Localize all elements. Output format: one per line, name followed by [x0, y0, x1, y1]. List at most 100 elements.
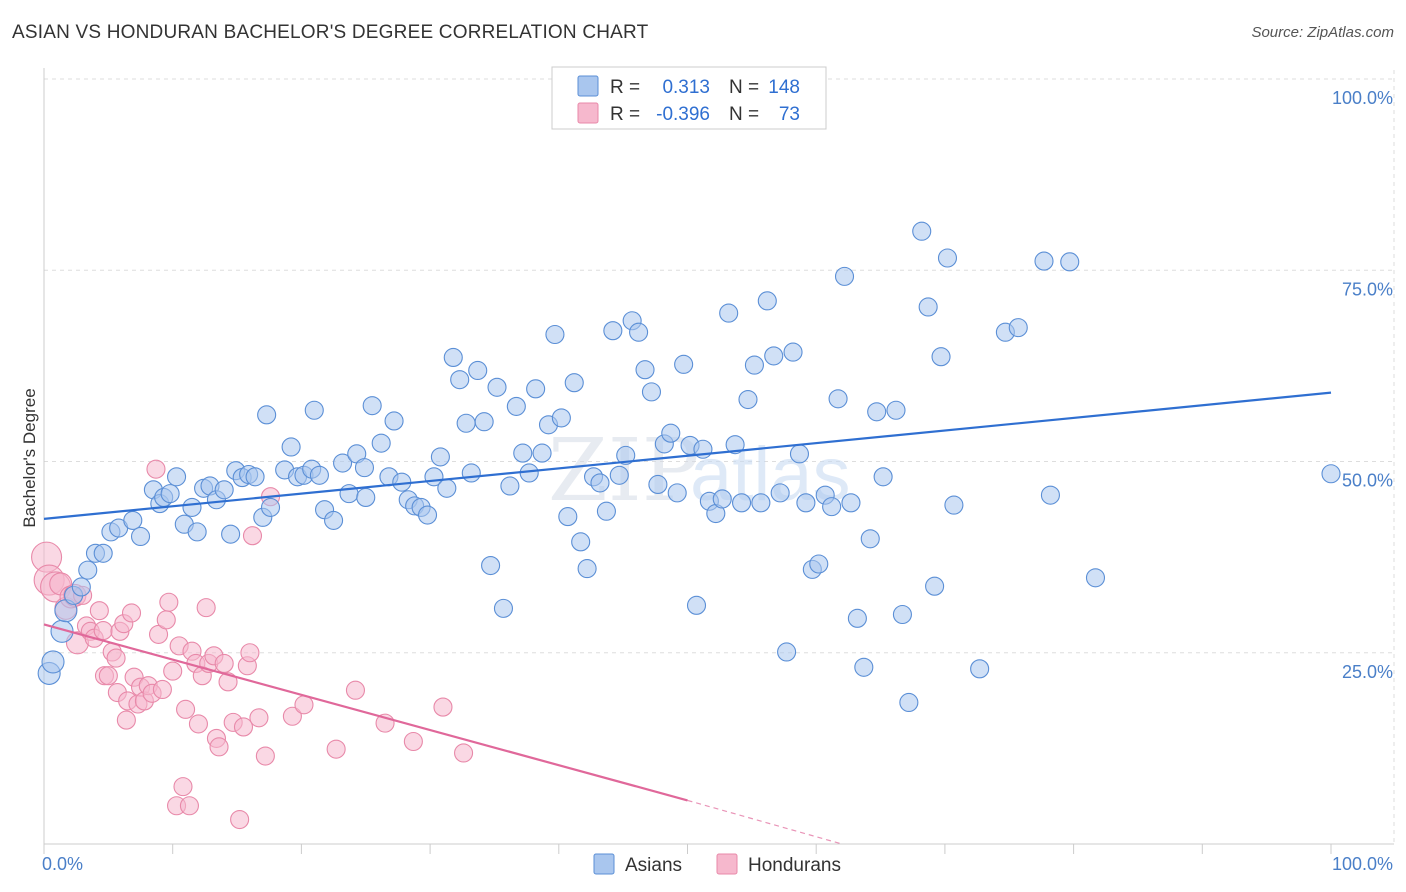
honduran-point-68: [454, 743, 474, 763]
chart-title: ASIAN VS HONDURAN BACHELOR'S DEGREE CORR…: [12, 22, 649, 43]
asian-point-19: [182, 497, 202, 517]
asian-point-39: [304, 400, 324, 420]
asian-point-38: [309, 465, 329, 485]
legend-honduran-n-label: N =: [729, 104, 759, 125]
asian-point-42: [333, 453, 353, 473]
asian-point-142: [1085, 568, 1106, 588]
asian-point-41: [324, 510, 344, 530]
honduran-point-50: [214, 653, 234, 674]
honduran-point-33: [156, 610, 176, 630]
asian-point-94: [667, 483, 687, 503]
asian-point-139: [1034, 251, 1054, 271]
asian-point-29: [245, 467, 265, 487]
asian-point-82: [590, 473, 610, 493]
asian-point-57: [430, 447, 450, 467]
honduran-trend-line: [43, 623, 688, 802]
asian-point-73: [532, 443, 552, 463]
honduran-point-23: [121, 603, 142, 623]
asian-point-58: [437, 478, 457, 498]
asian-point-17: [167, 467, 187, 487]
legend-honduran-swatch: [577, 102, 599, 124]
asian-point-8: [93, 543, 113, 563]
asian-point-129: [899, 692, 919, 713]
honduran-point-32: [152, 679, 172, 700]
asian-point-133: [931, 347, 951, 367]
asian-point-80: [577, 559, 597, 579]
series-legend: Asians Hondurans: [593, 853, 841, 876]
asian-point-47: [356, 487, 376, 508]
honduran-point-54: [233, 717, 254, 737]
asian-trend-line: [43, 391, 1332, 520]
honduran-point-43: [188, 714, 208, 734]
trend-lines: [43, 391, 1332, 845]
honduran-point-40: [179, 796, 199, 816]
honduran-point-39: [176, 699, 196, 719]
honduran-point-62: [294, 695, 314, 715]
honduran-point-61: [282, 706, 302, 726]
legend-asian-n-value: 148: [768, 77, 800, 98]
asian-point-76: [551, 408, 571, 428]
honduran-point-59: [255, 746, 275, 766]
asian-point-48: [371, 433, 391, 453]
asian-point-50: [384, 411, 404, 431]
honduran-point-58: [249, 708, 269, 728]
asian-points: [37, 221, 1341, 713]
asian-point-141: [1060, 252, 1080, 272]
asian-point-66: [487, 377, 507, 397]
honduran-point-51: [218, 672, 238, 692]
bottom-legend-honduran-swatch: [716, 853, 738, 875]
honduran-point-13: [93, 621, 113, 641]
honduran-point-67: [433, 697, 453, 717]
y-tick-label-50: 50.0%: [1342, 471, 1393, 491]
asian-point-77: [558, 507, 578, 527]
asian-point-83: [596, 501, 616, 521]
bottom-legend-honduran-label: Hondurans: [748, 855, 841, 876]
asian-point-108: [757, 291, 777, 311]
honduran-point-64: [345, 680, 366, 700]
asian-point-93: [661, 423, 681, 443]
tick-labels: 25.0% 50.0% 75.0% 100.0% 0.0% 100.0%: [42, 88, 1393, 874]
correlation-legend: R = 0.313 N = 148 R = -0.396 N = 73: [551, 66, 827, 130]
honduran-points: [31, 459, 474, 830]
asian-point-104: [732, 493, 752, 513]
honduran-trend-extension: [687, 799, 843, 845]
asian-point-59: [443, 347, 463, 368]
asian-point-24: [214, 480, 234, 500]
asian-point-136: [970, 659, 990, 679]
asian-point-32: [257, 405, 277, 425]
asian-point-110: [770, 483, 790, 503]
honduran-point-63: [326, 739, 346, 759]
asian-point-88: [629, 322, 649, 342]
asian-point-138: [1008, 318, 1028, 338]
asian-point-63: [468, 360, 488, 381]
honduran-point-53: [230, 809, 250, 830]
asian-point-140: [1040, 485, 1060, 505]
source-label: Source: ZipAtlas.com: [1251, 24, 1394, 41]
asian-point-25: [221, 524, 241, 544]
legend-asian-swatch: [577, 75, 599, 97]
honduran-point-12: [89, 601, 109, 621]
honduran-point-56: [240, 643, 260, 663]
asian-point-84: [603, 321, 623, 341]
honduran-point-21: [116, 710, 136, 730]
asian-point-114: [796, 493, 816, 513]
asian-point-111: [777, 642, 797, 662]
asian-point-72: [526, 379, 546, 399]
honduran-point-34: [159, 592, 179, 612]
legend-honduran-r-label: R =: [610, 104, 640, 125]
legend-asian-r-value: 0.313: [662, 77, 710, 98]
asian-point-118: [822, 497, 842, 517]
asian-point-127: [886, 400, 906, 420]
x-tick-label-0: 0.0%: [42, 854, 83, 874]
asian-point-91: [648, 474, 668, 495]
asian-point-89: [635, 360, 655, 380]
honduran-point-49: [209, 737, 229, 757]
asian-point-64: [474, 412, 494, 432]
asian-point-143: [1321, 464, 1341, 484]
x-tick-label-100: 100.0%: [1332, 854, 1393, 874]
asian-point-134: [937, 248, 958, 268]
y-tick-label-25: 25.0%: [1342, 662, 1393, 682]
asian-point-123: [854, 657, 874, 677]
asian-point-46: [362, 396, 382, 416]
